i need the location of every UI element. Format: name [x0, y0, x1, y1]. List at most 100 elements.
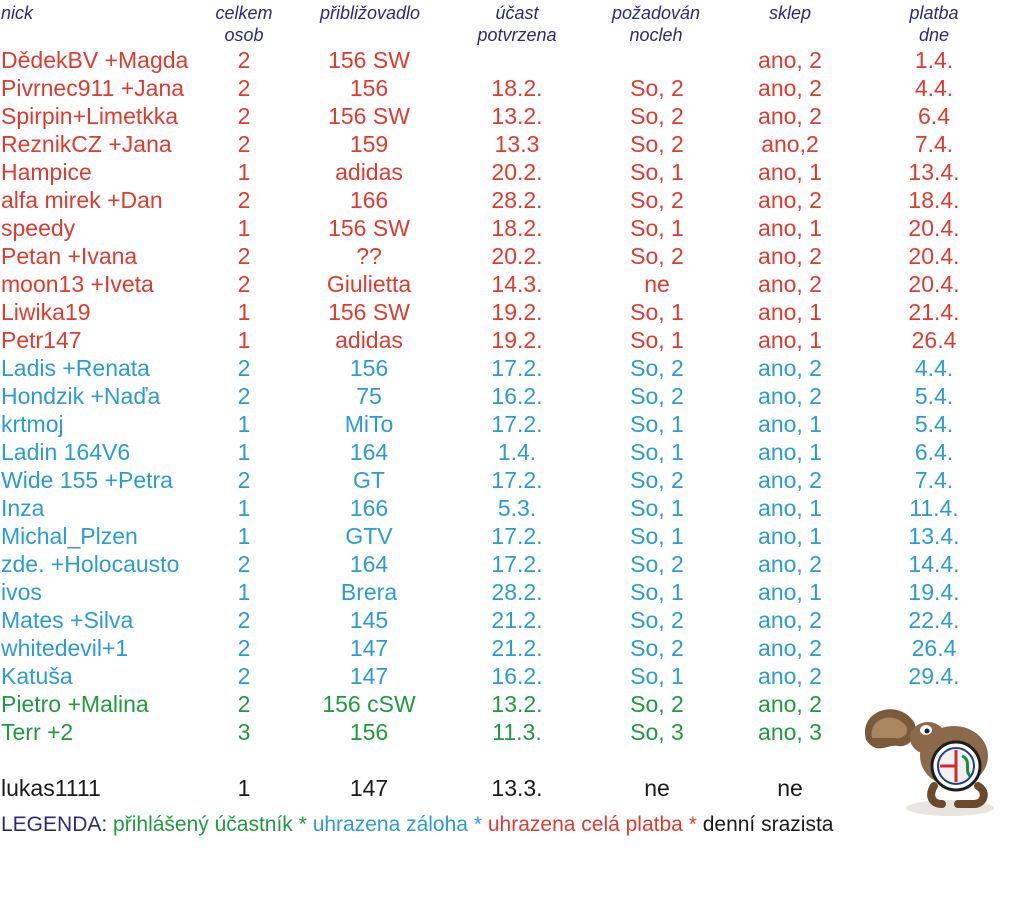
cell-sklep: ano, 1: [758, 439, 822, 465]
cell-ucast: 1.4.: [497, 439, 537, 465]
cell-osob: 2: [237, 663, 251, 689]
cell-platba: 18.4.: [908, 187, 960, 213]
table-row: speedy 1 156 SW 18.2. So, 1 ano, 1 20.4.: [0, 214, 1024, 242]
cell-osob: 2: [237, 75, 251, 101]
cell-platba: 7.4.: [914, 131, 954, 157]
cell-sklep: ano, 1: [758, 579, 822, 605]
cell-nick: Pietro +Malina: [1, 691, 149, 717]
cell-nocleh: So, 1: [630, 439, 684, 465]
table-row: krtmoj 1 MiTo 17.2. So, 1 ano, 1 5.4.: [0, 410, 1024, 438]
cell-ucast: 17.2.: [491, 411, 543, 437]
cell-nick: Spirpin+Limetkka: [1, 103, 179, 129]
cell-nocleh: So, 2: [630, 243, 684, 269]
cell-nocleh: So, 1: [630, 159, 684, 185]
cell-osob: 2: [237, 691, 251, 717]
cell-platba: 4.4.: [914, 75, 954, 101]
cell-platba: 26.4: [911, 635, 957, 661]
cell-sklep: ano, 2: [758, 467, 822, 493]
cell-platba: 20.4.: [908, 215, 960, 241]
cell-nick: Mates +Silva: [1, 607, 134, 633]
cell-nocleh: So, 1: [630, 663, 684, 689]
cell-auto: 164: [349, 551, 389, 577]
cell-auto: MiTo: [344, 411, 394, 437]
cell-nick: Inza: [1, 495, 45, 521]
cell-ucast: 13.3: [494, 131, 540, 157]
cell-nocleh: So, 2: [630, 355, 684, 381]
cell-sklep: ano, 2: [758, 691, 822, 717]
cell-auto: 156 SW: [328, 103, 410, 129]
cell-sklep: ano,2: [761, 131, 819, 157]
cell-nocleh: So, 1: [630, 327, 684, 353]
cell-sklep: ano, 3: [758, 719, 822, 745]
cell-platba: 26.4: [911, 327, 957, 353]
cell-nocleh: So, 2: [630, 75, 684, 101]
table-row: Ladin 164V6 1 164 1.4. So, 1 ano, 1 6.4.: [0, 438, 1024, 466]
cell-platba: 5.4.: [914, 383, 954, 409]
table-row: Inza 1 166 5.3. So, 1 ano, 1 11.4.: [0, 494, 1024, 522]
cell-sklep: ano, 1: [758, 215, 822, 241]
cell-sklep: ano, 2: [758, 663, 822, 689]
cell-nick: Petan +Ivana: [1, 243, 138, 269]
cell-osob: 1: [237, 579, 251, 605]
cell-ucast: 13.3.: [491, 775, 543, 801]
cell-osob: 1: [237, 215, 251, 241]
table-row: Petan +Ivana 2?? 20.2. So, 2 ano, 2 20.4.: [0, 242, 1024, 270]
cell-nocleh: So, 2: [630, 103, 684, 129]
table-row: Hondzik +Naďa 2 75 16.2. So, 2 ano, 2 5.4.: [0, 382, 1024, 410]
cell-auto: adidas: [335, 159, 403, 185]
cell-osob: 2: [237, 607, 251, 633]
cell-platba: 22.4.: [908, 607, 960, 633]
cell-nocleh: So, 2: [630, 187, 684, 213]
legend-green: přihlášený účastník: [113, 813, 293, 836]
cell-nick: zde. +Holocausto: [1, 551, 180, 577]
cell-osob: 1: [237, 327, 251, 353]
cell-sklep: ano, 2: [758, 383, 822, 409]
table-row: Ladis +Renata 2 156 17.2. So, 2 ano, 2 4.4.: [0, 354, 1024, 382]
cell-sklep: ano, 1: [758, 159, 822, 185]
cell-platba: 14.4.: [908, 551, 960, 577]
cell-platba: 1.4.: [914, 47, 954, 73]
table-row: Mates +Silva 2 145 21.2. So, 2 ano, 2 22.4.: [0, 606, 1024, 634]
cell-nocleh: So, 1: [630, 495, 684, 521]
cell-auto: 166: [349, 495, 389, 521]
cell-osob: 2: [237, 131, 251, 157]
squirrel-alfa-romeo-logo-icon: [864, 709, 994, 816]
table-row: ReznikCZ +Jana 2 159 13.3 So, 2 ano,2 7.4.: [0, 130, 1024, 158]
cell-auto: 147: [349, 775, 389, 801]
cell-osob: 2: [237, 467, 251, 493]
cell-nick: lukas1111: [1, 775, 101, 801]
cell-nocleh: So, 2: [630, 383, 684, 409]
cell-platba: 6.4: [918, 103, 950, 129]
cell-nick: Petr147: [1, 327, 82, 353]
cell-nick: Liwika19: [1, 299, 91, 325]
cell-nocleh: ne: [644, 271, 670, 297]
cell-nick: ReznikCZ +Jana: [1, 131, 172, 157]
cell-nick: Katuša: [1, 663, 73, 689]
cell-auto: 156 SW: [328, 299, 410, 325]
cell-sklep: ano, 2: [758, 607, 822, 633]
legend-red: uhrazena celá platba: [487, 813, 683, 836]
cell-ucast: 17.2.: [491, 355, 543, 381]
table-row: lukas1111 1 147 13.3. ne ne: [0, 774, 1024, 802]
cell-nick: Hondzik +Naďa: [1, 383, 161, 409]
cell-osob: 1: [237, 159, 251, 185]
cell-auto: Giulietta: [326, 271, 412, 297]
cell-osob: 2: [237, 243, 251, 269]
table-row: alfa mirek +Dan 2 166 28.2. So, 2 ano, 2 18.4.: [0, 186, 1024, 214]
cell-auto: 166: [349, 187, 389, 213]
header-celkem: celkem osob: [215, 3, 273, 45]
cell-nocleh: So, 2: [630, 467, 684, 493]
cell-ucast: 21.2.: [491, 635, 543, 661]
cell-osob: 1: [237, 299, 251, 325]
cell-ucast: 18.2.: [491, 215, 543, 241]
cell-sklep: ano, 2: [758, 75, 822, 101]
cell-sklep: ano, 2: [758, 355, 822, 381]
cell-osob: 2: [237, 47, 251, 73]
cell-ucast: 18.2.: [491, 75, 543, 101]
cell-platba: 20.4.: [908, 243, 960, 269]
cell-auto: ??: [356, 243, 382, 269]
table-row: Katuša 2 147 16.2. So, 1 ano, 2 29.4.: [0, 662, 1024, 690]
cell-nick: DědekBV +Magda: [1, 47, 189, 73]
cell-auto: 156 SW: [328, 47, 410, 73]
table-row: DědekBV +Magda 2 156 SW ano, 2 1.4.: [0, 46, 1024, 74]
